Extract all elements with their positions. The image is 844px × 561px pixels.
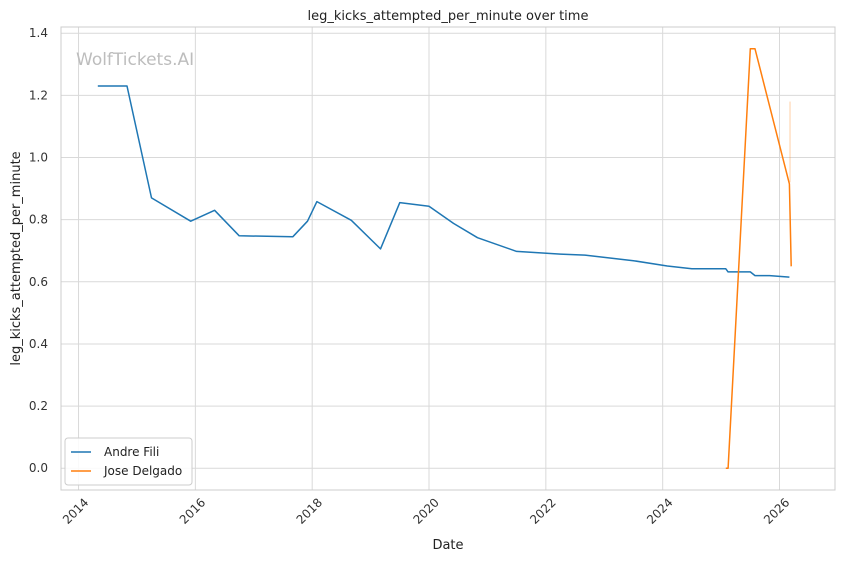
y-tick-label: 0.2 (29, 399, 48, 413)
series-line-0 (97, 85, 790, 278)
y-axis-ticks: 0.0 0.2 0.4 0.6 0.8 1.0 1.2 1.4 (29, 26, 48, 475)
y-tick-label: 0.4 (29, 337, 48, 351)
y-tick-label: 1.4 (29, 26, 48, 40)
legend: Andre Fili Jose Delgado (64, 437, 193, 486)
chart-title: leg_kicks_attempted_per_minute over time (308, 9, 589, 24)
y-tick-label: 0.0 (29, 461, 48, 475)
y-tick-label: 1.0 (29, 151, 48, 165)
y-axis-title: leg_kicks_attempted_per_minute (9, 151, 24, 365)
legend-label: Jose Delgado (103, 464, 182, 478)
series-lines (97, 48, 792, 469)
x-axis-title: Date (432, 538, 463, 553)
legend-box (64, 437, 193, 486)
y-tick-label: 0.6 (29, 275, 48, 289)
y-tick-label: 0.8 (29, 213, 48, 227)
y-tick-label: 1.2 (29, 88, 48, 102)
legend-label: Andre Fili (104, 445, 159, 459)
plot-frame (60, 26, 836, 491)
watermark: WolfTickets.AI (76, 50, 194, 70)
series-line-1 (725, 48, 792, 469)
